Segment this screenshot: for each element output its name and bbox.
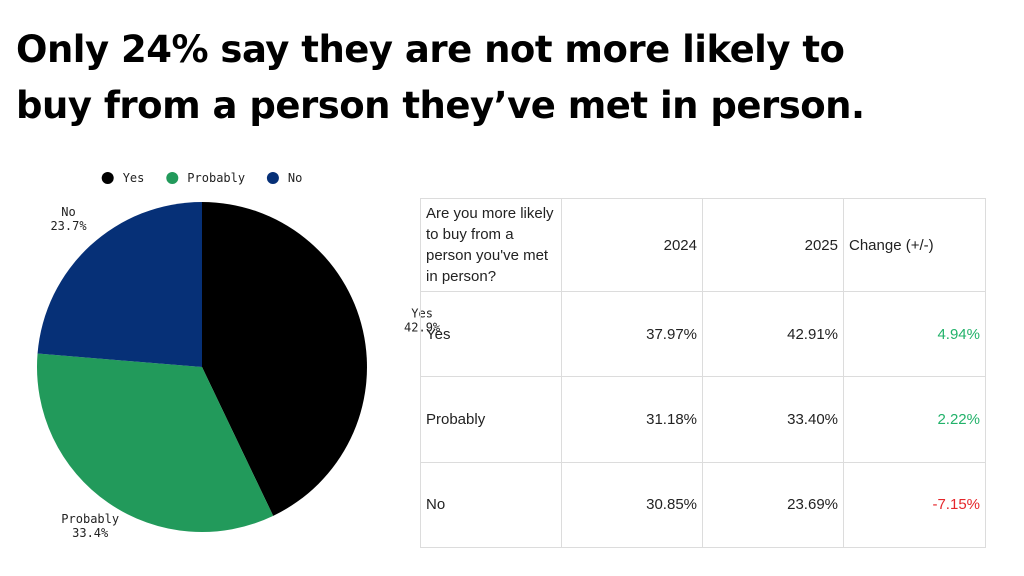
- table-question-header: Are you more likely to buy from a person…: [420, 198, 562, 292]
- value-2024: 30.85%: [561, 461, 703, 549]
- row-label: No: [420, 461, 562, 549]
- table-row: Probably 31.18% 33.40% 2.22%: [420, 376, 986, 463]
- slice-label-probably: Probably: [61, 512, 119, 526]
- value-2024: 37.97%: [561, 290, 703, 378]
- legend-label-yes: Yes: [123, 171, 145, 185]
- slice-value-no: 23.7%: [50, 219, 87, 233]
- headline-line-2: buy from a person they’ve met in person.: [16, 84, 865, 127]
- legend-swatch-probably: [166, 172, 179, 184]
- value-2025: 33.40%: [702, 376, 844, 463]
- chart-legend: Yes Probably No: [101, 171, 302, 185]
- headline: Only 24% say they are not more likely to…: [16, 22, 1006, 134]
- slice-value-probably: 33.4%: [72, 526, 109, 540]
- value-2025: 42.91%: [702, 290, 844, 378]
- legend-label-probably: Probably: [187, 171, 245, 185]
- pie-slice-yes: [202, 202, 367, 516]
- slice-label-no: No: [61, 205, 75, 219]
- column-header-2024: 2024: [561, 198, 703, 292]
- column-header-2025: 2025: [702, 198, 844, 292]
- value-2024: 31.18%: [561, 376, 703, 463]
- table-header-row: Are you more likely to buy from a person…: [420, 198, 986, 292]
- row-label: Probably: [420, 376, 562, 463]
- legend-swatch-yes: [101, 172, 114, 184]
- table-row: Yes 37.97% 42.91% 4.94%: [420, 290, 986, 378]
- legend-swatch-no: [266, 172, 279, 184]
- column-header-change: Change (+/-): [843, 198, 986, 292]
- pie-slice-no: [37, 202, 202, 367]
- change-value: 4.94%: [843, 290, 986, 378]
- change-value: -7.15%: [843, 461, 986, 549]
- results-table: Are you more likely to buy from a person…: [420, 198, 986, 549]
- table-row: No 30.85% 23.69% -7.15%: [420, 461, 986, 549]
- pie-chart: Yes Probably No Yes42.9%Probably33.4%No23.…: [37, 171, 441, 540]
- change-value: 2.22%: [843, 376, 986, 463]
- legend-label-no: No: [288, 171, 302, 185]
- pie-slice-probably: [37, 353, 274, 532]
- row-label: Yes: [420, 290, 562, 378]
- headline-line-1: Only 24% say they are not more likely to: [16, 28, 845, 71]
- value-2025: 23.69%: [702, 461, 844, 549]
- pie-slices: [37, 202, 367, 532]
